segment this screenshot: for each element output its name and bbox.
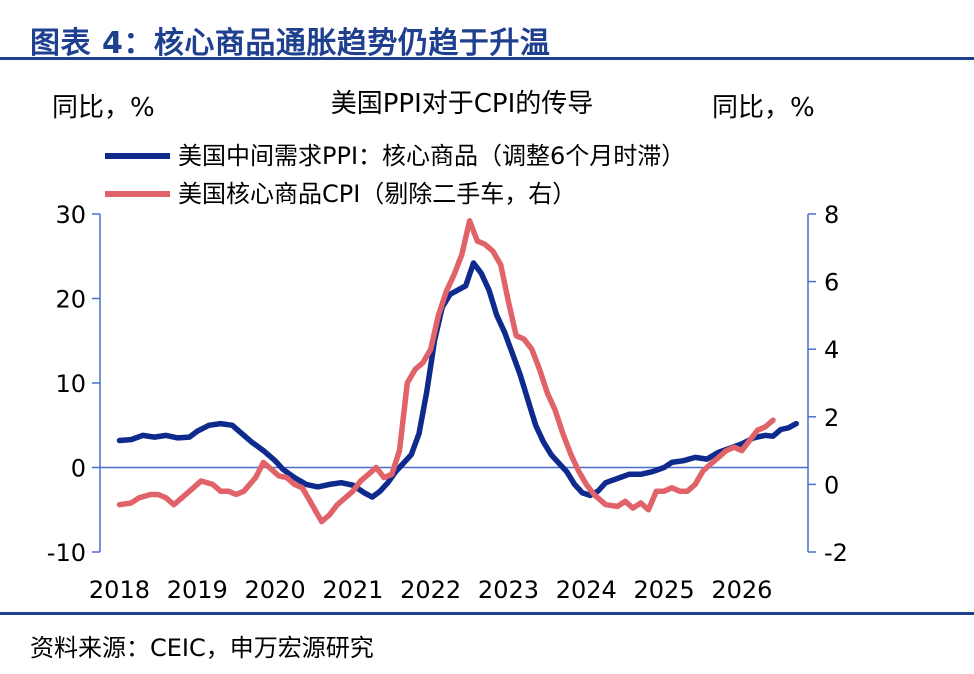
x-tick-label: 2018 bbox=[89, 576, 150, 604]
chart-title: 美国PPI对于CPI的传导 bbox=[331, 89, 594, 119]
left-y-tick-label: 0 bbox=[71, 455, 86, 483]
figure-title: 图表 4：核心商品通胀趋势仍趋于升温 bbox=[30, 26, 551, 61]
right-y-tick-label: 4 bbox=[824, 336, 839, 364]
x-tick-label: 2020 bbox=[245, 576, 306, 604]
legend-label-ppi: 美国中间需求PPI：核心商品（调整6个月时滞） bbox=[178, 142, 685, 170]
x-tick-label: 2026 bbox=[711, 576, 772, 604]
x-tick-label: 2024 bbox=[556, 576, 617, 604]
left-axis-label: 同比，% bbox=[52, 93, 155, 123]
x-tick-label: 2022 bbox=[400, 576, 461, 604]
right-y-tick-label: -2 bbox=[824, 539, 848, 567]
right-y-tick-label: 8 bbox=[824, 201, 839, 229]
left-y-tick-label: 10 bbox=[55, 370, 86, 398]
title-underline bbox=[0, 57, 974, 60]
right-y-tick-label: 6 bbox=[824, 269, 839, 297]
right-y-tick-label: 2 bbox=[824, 404, 839, 432]
right-y-tick-label: 0 bbox=[824, 471, 839, 499]
ppi-cpi-line-chart: 美国PPI对于CPI的传导 同比，% 同比，% 美国中间需求PPI：核心商品（调… bbox=[47, 89, 848, 604]
x-tick-label: 2019 bbox=[167, 576, 228, 604]
x-tick-label: 2021 bbox=[322, 576, 383, 604]
legend-label-cpi: 美国核心商品CPI（剔除二手车，右） bbox=[178, 180, 576, 208]
left-y-tick-label: 30 bbox=[55, 201, 86, 229]
x-tick-label: 2025 bbox=[634, 576, 695, 604]
x-tick-label: 2023 bbox=[478, 576, 539, 604]
left-y-tick-label: -10 bbox=[47, 539, 86, 567]
left-y-tick-label: 20 bbox=[55, 286, 86, 314]
series-line-cpi bbox=[116, 218, 776, 525]
series-line-ppi bbox=[116, 260, 800, 500]
source-rule bbox=[0, 612, 974, 615]
right-axis-label: 同比，% bbox=[712, 93, 815, 123]
source-note: 资料来源：CEIC，申万宏源研究 bbox=[30, 634, 374, 662]
